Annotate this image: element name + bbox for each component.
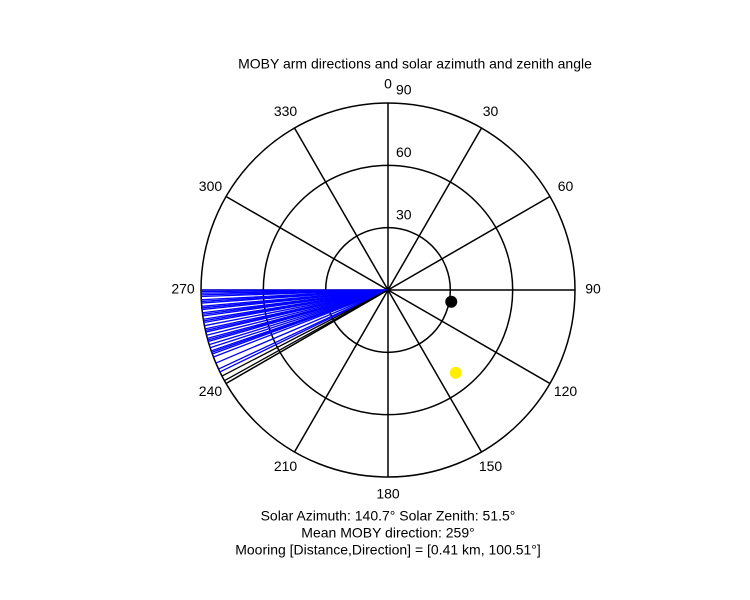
grid-spoke <box>387 127 483 291</box>
r-tick-label: 90 <box>396 82 412 98</box>
r-tick-label: 60 <box>396 144 412 160</box>
sun-marker <box>449 366 462 379</box>
arm-direction <box>221 289 389 377</box>
theta-tick-label: 150 <box>479 458 503 474</box>
chart-title: MOBY arm directions and solar azimuth an… <box>238 56 592 72</box>
arm-direction <box>213 289 389 358</box>
arm-direction <box>215 289 389 364</box>
theta-tick-label: 330 <box>274 103 298 119</box>
annotation: Solar Azimuth: 140.7° Solar Zenith: 51.5… <box>261 508 516 524</box>
arm-direction <box>224 289 389 382</box>
theta-tick-label: 240 <box>199 383 223 399</box>
arm-direction <box>219 289 389 373</box>
annotation: Mooring [Distance,Direction] = [0.41 km,… <box>235 542 541 558</box>
grid-spoke <box>387 195 551 291</box>
grid-spoke <box>225 195 389 291</box>
grid-spoke <box>387 289 551 385</box>
r-tick-label: 30 <box>396 206 412 222</box>
annotation: Mean MOBY direction: 259° <box>301 525 474 541</box>
theta-tick-label: 90 <box>585 281 601 297</box>
theta-tick-label: 30 <box>483 103 499 119</box>
mooring-marker <box>445 295 458 308</box>
theta-tick-label: 270 <box>171 281 195 297</box>
theta-tick-label: 0 <box>384 76 392 92</box>
theta-tick-label: 60 <box>558 178 574 194</box>
grid-spoke <box>293 289 389 453</box>
theta-tick-label: 180 <box>376 486 400 502</box>
theta-tick-label: 300 <box>199 178 223 194</box>
theta-tick-label: 120 <box>554 383 578 399</box>
grid-spoke <box>387 289 483 453</box>
grid-spoke <box>293 127 389 291</box>
theta-tick-label: 210 <box>274 458 298 474</box>
